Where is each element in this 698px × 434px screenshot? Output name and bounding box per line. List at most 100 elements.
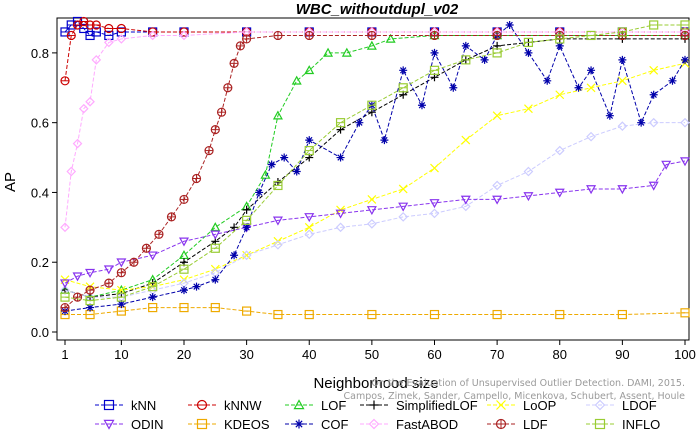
data-point	[506, 21, 514, 29]
data-point	[280, 154, 288, 162]
data-point	[368, 311, 376, 319]
data-point	[337, 154, 345, 162]
legend-marker	[198, 401, 207, 410]
data-point	[606, 112, 614, 120]
data-point	[86, 311, 94, 319]
data-point	[293, 168, 301, 176]
data-point	[681, 309, 689, 317]
plot-frame	[57, 18, 689, 340]
data-point	[637, 119, 645, 127]
data-point	[430, 31, 438, 39]
data-point	[430, 164, 438, 172]
legend-item-fastabod: FastABOD	[360, 417, 458, 432]
data-point	[650, 91, 658, 99]
data-point	[399, 185, 407, 193]
legend-label: kNN	[131, 398, 156, 413]
legend: kNN kNNW LOF SimplifiedLOF LoOP LDOFODIN KDEOS…	[95, 398, 660, 432]
data-point	[211, 244, 219, 252]
data-point	[149, 293, 157, 301]
data-point	[268, 161, 276, 169]
data-point	[274, 311, 282, 319]
legend-item-odin: ODIN	[95, 417, 164, 432]
chart: WBC_withoutdupl_v02 0.00.20.40.60.8 1 10 2…	[0, 0, 698, 434]
legend-label: FastABOD	[396, 417, 458, 432]
series-line	[65, 39, 685, 297]
series-kdeos	[61, 304, 689, 319]
x-tick-label: 30	[239, 347, 253, 362]
legend-item-lof: LOF	[285, 398, 346, 413]
legend-label: KDEOS	[224, 417, 270, 432]
data-point	[543, 77, 551, 85]
data-point	[243, 251, 251, 259]
data-point	[236, 42, 244, 50]
data-point	[575, 84, 583, 92]
data-point	[462, 42, 470, 50]
legend-label: kNNW	[224, 398, 262, 413]
data-point	[167, 213, 175, 221]
y-tick-label: 0.2	[31, 255, 49, 270]
data-point	[193, 174, 201, 182]
data-point	[61, 280, 69, 287]
series-line	[65, 32, 685, 227]
data-point	[230, 59, 238, 67]
data-point	[86, 286, 94, 294]
data-point	[618, 77, 626, 85]
series-fastabod	[61, 28, 689, 231]
series-line	[65, 25, 685, 311]
legend-label: LDF	[523, 417, 548, 432]
legend-label: SimplifiedLOF	[396, 398, 478, 413]
data-point	[462, 136, 470, 144]
data-point	[305, 230, 313, 238]
data-point	[618, 311, 626, 319]
x-tick-label: 20	[177, 347, 191, 362]
y-tick-label: 0.8	[31, 46, 49, 61]
series-line	[65, 35, 685, 297]
legend-item-cof: COF	[285, 417, 349, 432]
data-point	[430, 49, 438, 57]
y-tick-label: 0.0	[31, 325, 49, 340]
legend-marker	[198, 420, 207, 429]
data-point	[493, 112, 501, 120]
series-loop	[61, 59, 689, 294]
y-axis: 0.00.20.40.60.8	[31, 46, 57, 340]
legend-label: LDOF	[622, 398, 657, 413]
data-point	[180, 286, 188, 294]
data-point	[211, 276, 219, 284]
series-inflo	[61, 21, 689, 305]
data-point	[117, 269, 125, 277]
data-point	[618, 56, 626, 64]
data-point	[481, 56, 489, 64]
data-point	[430, 311, 438, 319]
series-ldf	[61, 31, 689, 311]
legend-label: ODIN	[131, 417, 164, 432]
legend-marker	[497, 420, 506, 429]
data-point	[243, 307, 251, 315]
data-point	[368, 195, 376, 203]
data-point	[255, 188, 263, 196]
x-tick-label: 80	[553, 347, 567, 362]
data-point	[117, 307, 125, 315]
legend-item-kdeos: KDEOS	[188, 417, 270, 432]
data-point	[587, 84, 595, 92]
x-axis: 1 10 20 30 40 50 60 70 80 90 100	[61, 340, 695, 362]
data-point	[224, 84, 232, 92]
data-point	[556, 91, 564, 99]
data-point	[243, 35, 251, 43]
data-point	[668, 77, 676, 85]
data-point	[105, 279, 113, 287]
data-point	[430, 66, 438, 74]
legend-marker	[295, 420, 304, 429]
data-point	[587, 66, 595, 74]
legend-item-inflo: INFLO	[586, 417, 660, 432]
data-point	[205, 147, 213, 155]
data-point	[681, 56, 689, 64]
data-point	[193, 283, 201, 291]
data-point	[681, 31, 689, 39]
credit-line-1: On the Evaluation of Unsupervised Outlie…	[371, 378, 685, 389]
data-point	[142, 244, 150, 252]
legend-label: COF	[321, 417, 349, 432]
series-line	[65, 161, 685, 283]
data-point	[650, 66, 658, 74]
series-simplifiedlof	[61, 35, 689, 301]
x-tick-label: 100	[674, 347, 696, 362]
